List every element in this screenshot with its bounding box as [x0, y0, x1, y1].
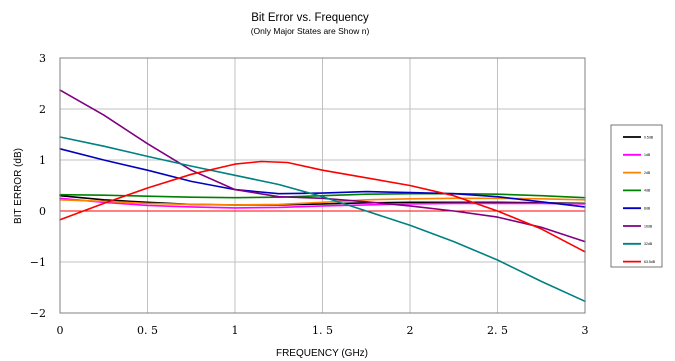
x-tick-label: 2. 5 — [487, 324, 508, 337]
y-tick-label: 2 — [39, 103, 46, 116]
grid — [60, 58, 585, 313]
series-line-8dB — [59, 148, 586, 208]
series-line-2dB — [59, 197, 586, 206]
legend-label: 2dB — [644, 171, 651, 175]
legend-label: 63.5dB — [644, 260, 656, 264]
series-line-32dB — [59, 136, 586, 303]
legend-label: 8dB — [644, 207, 651, 211]
legend-label: 4dB — [644, 189, 651, 193]
x-tick-label: 0. 5 — [137, 324, 158, 337]
series-line-1dB — [59, 197, 586, 209]
x-tick-label: 2 — [407, 324, 414, 337]
legend-label: 16dB — [644, 224, 653, 228]
y-axis-label: BIT ERROR (dB) — [13, 148, 24, 224]
y-tick-label: −1 — [30, 256, 46, 269]
chart-subtitle: (Only Major States are Show n) — [251, 26, 370, 36]
x-tick-label: 1 — [232, 324, 239, 337]
series-line-16dB — [59, 89, 586, 243]
x-axis-label: FREQUENCY (GHz) — [276, 348, 368, 359]
chart-title: Bit Error vs. Frequency — [251, 12, 369, 24]
legend-box — [610, 124, 663, 268]
plot-area-frame — [59, 57, 586, 314]
series-line-63-5dB — [59, 160, 586, 253]
legend-label: 1dB — [644, 153, 651, 157]
series-line-0-5dB — [59, 194, 586, 206]
legend-label: 32dB — [644, 242, 653, 246]
y-tick-label: −2 — [30, 307, 46, 320]
y-tick-label: 0 — [39, 205, 46, 218]
series-line-4dB — [59, 192, 586, 199]
legend: 0.5dB 1dB 2dB 4dB 8dB 16dB 32dB 63.5dB — [610, 124, 663, 268]
y-tick-label: 1 — [39, 154, 46, 167]
x-tick-label: 0 — [57, 324, 64, 337]
x-tick-label: 3 — [582, 324, 589, 337]
y-tick-label: 3 — [39, 52, 46, 65]
x-tick-label: 1. 5 — [312, 324, 333, 337]
x-tick-labels: 0 0. 5 1 1. 5 2 2. 5 3 — [57, 324, 589, 337]
y-tick-labels: −2 −1 0 1 2 3 — [30, 52, 46, 320]
series-lines — [59, 89, 586, 303]
legend-label: 0.5dB — [644, 135, 654, 139]
